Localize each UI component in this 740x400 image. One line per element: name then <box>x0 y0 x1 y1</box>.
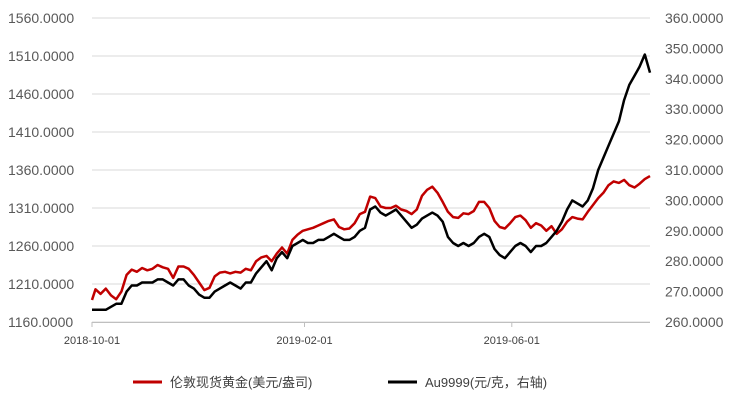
left-tick-label: 1310.0000 <box>8 200 74 216</box>
left-y-axis: 1160.0000 1210.0000 1260.0000 1310.0000 1360… <box>8 10 74 330</box>
series-line-gold-london <box>90 175 651 301</box>
left-tick-label: 1560.0000 <box>8 10 74 26</box>
gridlines <box>92 17 650 323</box>
legend: 伦敦现货黄金(美元/盎司) Au9999(元/克，右轴) <box>133 375 547 390</box>
x-tick-label: 2019-02-01 <box>276 335 332 347</box>
right-y-axis: 260.0000 270.0000 280.0000 290.0000 300.0000… <box>665 10 724 330</box>
right-tick-label: 270.0000 <box>665 284 724 300</box>
left-tick-label: 1260.0000 <box>8 238 74 254</box>
right-tick-label: 300.0000 <box>665 192 724 208</box>
left-tick-label: 1360.0000 <box>8 162 74 178</box>
x-axis: 2018-10-01 2019-02-01 2019-06-01 <box>64 322 650 347</box>
left-tick-label: 1410.0000 <box>8 124 74 140</box>
right-tick-label: 340.0000 <box>665 71 724 87</box>
series-line-au9999 <box>92 53 652 312</box>
right-tick-label: 310.0000 <box>665 162 724 178</box>
right-tick-label: 320.0000 <box>665 132 724 148</box>
right-tick-label: 290.0000 <box>665 223 724 239</box>
right-tick-label: 280.0000 <box>665 253 724 269</box>
x-tick-label: 2018-10-01 <box>64 335 120 347</box>
left-tick-label: 1460.0000 <box>8 86 74 102</box>
series-lines <box>90 53 652 312</box>
right-tick-label: 360.0000 <box>665 10 724 26</box>
left-tick-label: 1160.0000 <box>8 314 73 330</box>
right-tick-label: 330.0000 <box>665 101 724 117</box>
left-tick-label: 1510.0000 <box>8 48 74 64</box>
right-tick-label: 260.0000 <box>665 314 724 330</box>
legend-label-au9999: Au9999(元/克，右轴) <box>425 375 547 390</box>
x-tick-label: 2019-06-01 <box>484 335 540 347</box>
legend-label-gold-london: 伦敦现货黄金(美元/盎司) <box>170 375 312 390</box>
left-tick-label: 1210.0000 <box>8 276 74 292</box>
right-tick-label: 350.0000 <box>665 40 724 56</box>
